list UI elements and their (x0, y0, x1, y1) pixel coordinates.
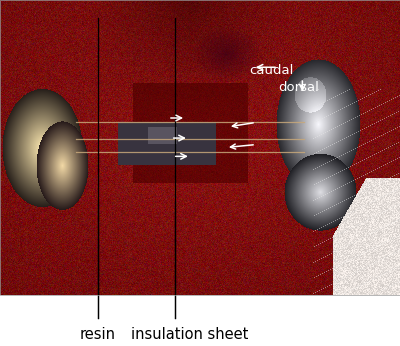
Text: insulation sheet: insulation sheet (131, 327, 249, 342)
Bar (0, 0, 400, 295)
Text: resin: resin (80, 327, 116, 342)
Text: caudal: caudal (249, 64, 293, 77)
Bar (0, 295, 400, 346)
Text: dorsal: dorsal (278, 81, 319, 93)
